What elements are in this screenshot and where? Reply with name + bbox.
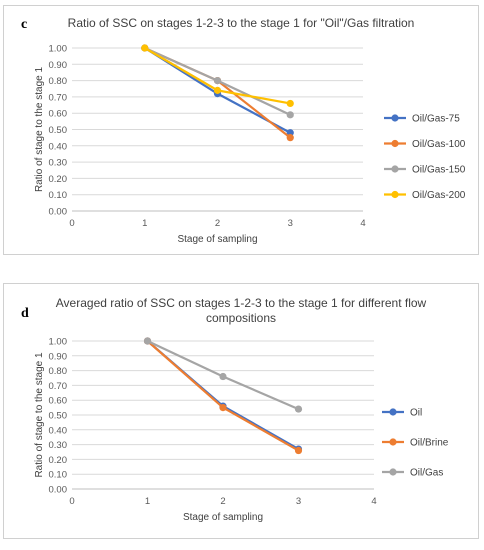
y-tick-label: 0.80 xyxy=(49,366,68,377)
y-tick-label: 0.20 xyxy=(49,455,68,466)
legend-marker xyxy=(391,165,399,173)
y-tick-label: 0.70 xyxy=(49,381,68,392)
y-tick-label: 0.60 xyxy=(49,396,68,407)
chart-plot: 0.00 0.10 0.20 0.30 0.40 0.50 0.60 0.70 0.80 0.90… xyxy=(34,337,449,524)
y-tick-label: 0.20 xyxy=(49,174,68,185)
data-point xyxy=(143,337,152,345)
y-tick-label: 0.40 xyxy=(49,425,68,436)
x-tick-label: 2 xyxy=(220,496,225,507)
data-point xyxy=(213,77,222,85)
legend-marker xyxy=(389,408,397,416)
y-tick-label: 0.50 xyxy=(49,125,68,136)
y-axis-label: Ratio of stage to the stage 1 xyxy=(34,352,45,478)
data-point xyxy=(213,86,222,94)
data-point xyxy=(219,372,227,381)
y-tick-label: 1.00 xyxy=(49,337,68,348)
series-line xyxy=(146,340,300,450)
y-tick-label: 0.70 xyxy=(49,92,68,103)
legend-label: Oil/Gas-200 xyxy=(412,190,466,201)
chart-title-line: Averaged ratio of SSC on stages 1-2-3 to… xyxy=(55,296,427,310)
data-point xyxy=(219,404,227,412)
x-tick-label: 4 xyxy=(360,218,365,229)
data-point xyxy=(286,134,294,142)
data-point xyxy=(286,111,294,119)
x-tick-label: 2 xyxy=(215,218,220,229)
y-tick-label: 0.90 xyxy=(49,351,68,362)
legend-marker xyxy=(391,190,399,199)
panel-letter: d xyxy=(21,306,29,321)
chart-title-line: compositions xyxy=(205,311,277,325)
legend-label: Oil xyxy=(410,408,422,419)
y-tick-label: 0.30 xyxy=(49,440,68,451)
y-axis-label: Ratio of stage to the stage 1 xyxy=(34,67,45,193)
chart-title: Averaged ratio of SSC on stages 1-2-3 to… xyxy=(4,296,478,326)
x-axis-label: Stage of sampling xyxy=(177,234,257,245)
y-tick-label: 0.50 xyxy=(49,411,68,422)
y-tick-label: 0.10 xyxy=(49,470,68,481)
y-tick-label: 0.80 xyxy=(49,76,68,87)
chart-panel-d: d Averaged ratio of SSC on stages 1-2-3 … xyxy=(3,283,479,539)
chart-panel-c: c Ratio of SSC on stages 1-2-3 to the st… xyxy=(3,5,479,255)
legend-marker xyxy=(391,114,399,122)
legend-label: Oil/Gas-100 xyxy=(412,139,466,150)
x-tick-label: 3 xyxy=(288,218,293,229)
series-line xyxy=(146,340,300,452)
legend-marker xyxy=(389,468,397,476)
y-tick-label: 0.60 xyxy=(49,109,68,120)
chart-plot: 0.00 0.10 0.20 0.30 0.40 0.50 0.60 0.70 0.80 0.90… xyxy=(34,44,466,246)
legend-marker xyxy=(391,139,399,148)
y-tick-label: 0.90 xyxy=(49,60,68,71)
y-tick-label: 0.00 xyxy=(49,207,68,218)
legend-marker xyxy=(389,438,397,446)
legend-label: Oil/Gas-150 xyxy=(412,165,466,176)
x-tick-label: 0 xyxy=(69,218,74,229)
data-point xyxy=(294,405,303,413)
legend-label: Oil/Gas xyxy=(410,468,443,479)
x-axis-label: Stage of sampling xyxy=(183,512,263,523)
data-point xyxy=(294,446,303,455)
y-tick-label: 0.40 xyxy=(49,141,68,152)
data-point xyxy=(141,44,149,52)
legend-label: Oil/Brine xyxy=(410,438,449,449)
y-tick-label: 0.10 xyxy=(49,190,68,201)
legend-label: Oil/Gas-75 xyxy=(412,114,460,125)
x-tick-label: 1 xyxy=(145,496,150,507)
x-tick-label: 0 xyxy=(69,496,74,507)
y-tick-label: 0.30 xyxy=(49,158,68,169)
x-tick-label: 3 xyxy=(296,496,301,507)
x-tick-label: 4 xyxy=(371,496,376,507)
chart-title: Ratio of SSC on stages 1-2-3 to the stag… xyxy=(67,16,415,30)
y-tick-label: 0.00 xyxy=(49,485,68,496)
x-tick-label: 1 xyxy=(142,218,147,229)
panel-letter: c xyxy=(21,17,28,32)
data-point xyxy=(286,99,294,108)
y-tick-label: 1.00 xyxy=(49,44,68,55)
